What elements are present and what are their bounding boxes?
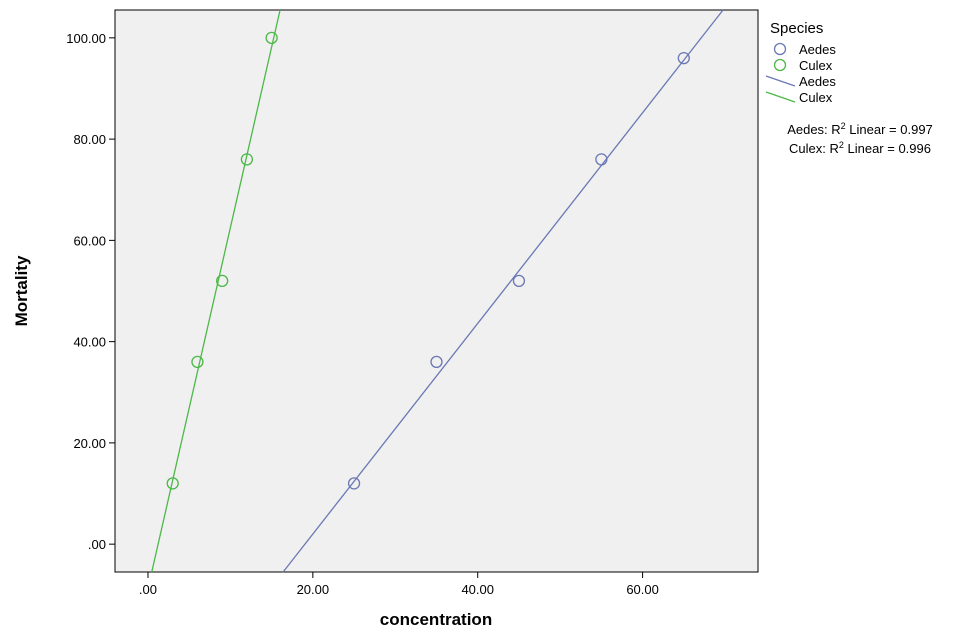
fit-label-aedes-sup: 2 (841, 121, 846, 131)
legend-label-culex: Culex (799, 58, 833, 73)
legend-line-culex (765, 91, 796, 103)
legend-label-culex: Culex (799, 90, 833, 105)
legend-title: Species (770, 20, 823, 37)
fit-label-aedes-suffix: Linear = 0.997 (846, 122, 933, 137)
point-culex (166, 477, 179, 490)
point-aedes (512, 274, 526, 288)
point-culex (216, 274, 229, 288)
point-aedes (430, 355, 443, 369)
x-tick-label: 20.00 (297, 582, 330, 597)
legend-label-aedes: Aedes (799, 74, 836, 89)
point-culex (191, 355, 204, 369)
point-aedes (347, 477, 361, 490)
x-tick-label: .00 (139, 582, 157, 597)
x-tick-label: 40.00 (461, 582, 494, 597)
data-points (166, 31, 690, 490)
fit-label-aedes-prefix: Aedes: R (787, 122, 840, 137)
y-axis-title: Mortality (12, 255, 31, 326)
legend-marker-culex (773, 58, 787, 72)
y-tick-label: 80.00 (73, 132, 106, 147)
y-tick-label: .00 (88, 537, 106, 552)
y-tick-label: 60.00 (73, 233, 106, 248)
point-culex (265, 31, 278, 44)
x-axis: .00 20.00 40.00 60.00 (139, 572, 659, 597)
fit-label-culex-suffix: Linear = 0.996 (844, 141, 931, 156)
point-aedes (595, 153, 608, 166)
x-tick-label: 60.00 (626, 582, 659, 597)
y-tick-label: 40.00 (73, 335, 106, 350)
y-axis: .00 20.00 40.00 60.00 80.00 100.00 (66, 31, 115, 552)
fit-label-culex-sup: 2 (839, 140, 844, 150)
y-tick-label: 20.00 (73, 436, 106, 451)
legend-marker-aedes (773, 42, 787, 56)
fit-label-culex: Culex: R2 Linear = 0.996 (789, 140, 931, 156)
x-axis-title: concentration (380, 610, 492, 629)
plot-area (114, 9, 759, 573)
fit-label-aedes: Aedes: R2 Linear = 0.997 (787, 121, 933, 137)
point-culex (240, 153, 254, 166)
legend-line-aedes (765, 75, 796, 87)
legend-label-aedes: Aedes (799, 42, 836, 57)
point-aedes (677, 51, 690, 65)
fit-label-culex-prefix: Culex: R (789, 141, 839, 156)
y-tick-label: 100.00 (66, 31, 106, 46)
